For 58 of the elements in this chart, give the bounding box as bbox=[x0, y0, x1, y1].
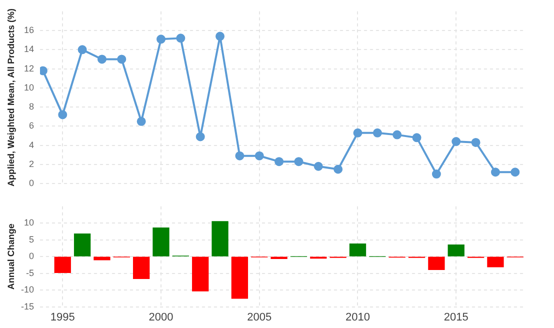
point bbox=[294, 157, 304, 166]
point bbox=[334, 164, 343, 174]
y-tick-label: 6 bbox=[28, 120, 34, 131]
point bbox=[353, 128, 362, 138]
y-tick-label: 8 bbox=[28, 102, 34, 112]
point bbox=[392, 130, 402, 140]
bar bbox=[94, 256, 110, 260]
y-tick-label: 5 bbox=[28, 234, 34, 244]
point bbox=[97, 54, 106, 64]
bar bbox=[192, 256, 209, 292]
y-tick-label: 0 bbox=[28, 251, 34, 262]
bar bbox=[54, 256, 71, 273]
y-tick-label: 12 bbox=[24, 63, 34, 74]
bar bbox=[231, 256, 248, 299]
bar bbox=[132, 256, 150, 280]
y-axis-title: Applied, Weighted Mean, All Products (%) bbox=[6, 8, 16, 187]
y-tick-label: -5 bbox=[26, 268, 34, 278]
y-tick-label: 10 bbox=[24, 218, 34, 228]
point bbox=[254, 151, 264, 160]
point bbox=[58, 110, 68, 120]
point bbox=[471, 138, 480, 147]
point bbox=[235, 151, 244, 160]
point bbox=[372, 128, 382, 138]
point bbox=[156, 34, 166, 44]
y-axis-title: Annual Change bbox=[6, 224, 16, 290]
x-tick-label: 2010 bbox=[346, 311, 370, 324]
point bbox=[196, 132, 205, 142]
bar bbox=[74, 234, 91, 256]
point bbox=[510, 168, 520, 177]
point bbox=[412, 133, 422, 142]
bar bbox=[152, 227, 170, 256]
point bbox=[432, 170, 441, 179]
point bbox=[117, 54, 126, 64]
point bbox=[136, 116, 146, 126]
bar bbox=[428, 256, 445, 270]
point bbox=[216, 32, 225, 41]
point bbox=[78, 45, 87, 54]
y-tick-label: -15 bbox=[20, 301, 34, 312]
bar bbox=[487, 256, 504, 268]
bar bbox=[212, 221, 228, 256]
x-tick-label: 2005 bbox=[247, 311, 272, 324]
y-tick-label: 0 bbox=[28, 178, 34, 188]
y-tick-label: 10 bbox=[24, 82, 34, 92]
y-tick-label: 16 bbox=[24, 25, 34, 36]
x-tick-label: 1995 bbox=[50, 311, 75, 324]
point bbox=[490, 168, 500, 177]
y-tick-label: 14 bbox=[24, 44, 34, 54]
x-tick-label: 2000 bbox=[148, 311, 174, 324]
y-tick-label: 2 bbox=[28, 158, 34, 169]
point bbox=[176, 34, 186, 43]
point bbox=[314, 162, 323, 171]
y-tick-label: 4 bbox=[28, 140, 34, 150]
bar bbox=[448, 244, 464, 256]
bar bbox=[349, 244, 366, 256]
point bbox=[274, 157, 284, 166]
x-tick-label: 2015 bbox=[444, 311, 468, 324]
y-tick-label: -10 bbox=[20, 284, 34, 295]
point bbox=[452, 137, 461, 146]
